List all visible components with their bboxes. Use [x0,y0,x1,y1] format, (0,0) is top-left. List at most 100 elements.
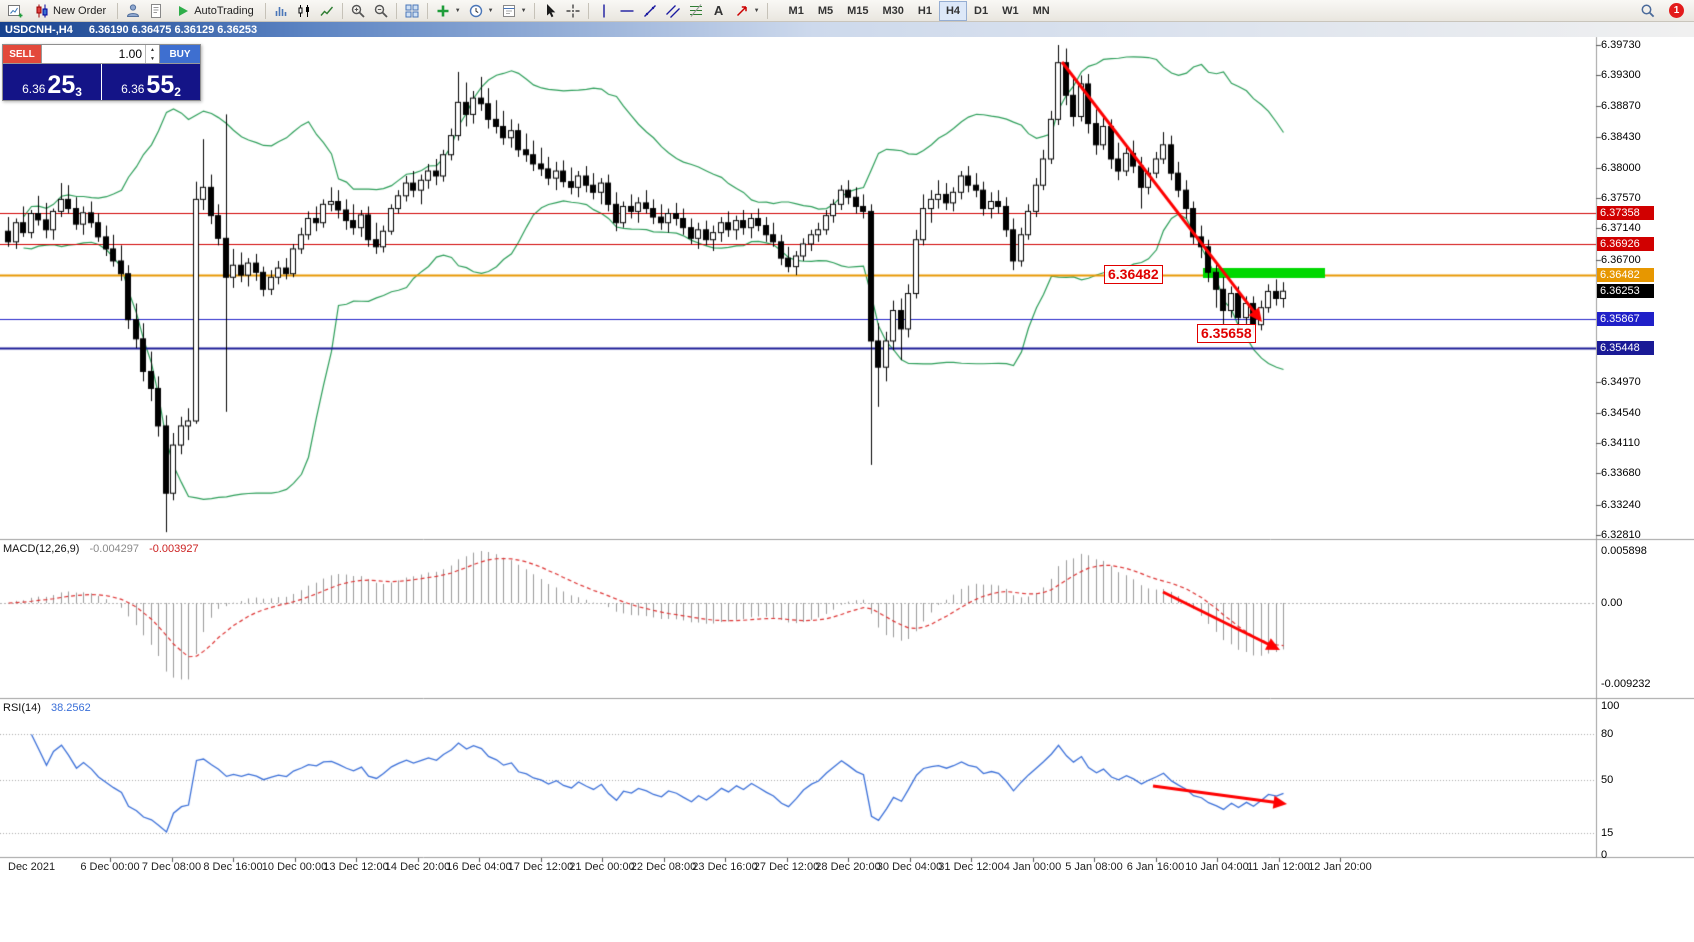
autotrading-button[interactable]: AutoTrading [168,1,261,21]
zoom-out-button[interactable] [370,1,392,21]
price-line-tag: 6.37358 [1597,205,1654,220]
timeframe-h1-button[interactable]: H1 [911,1,939,21]
timeframe-mn-button[interactable]: MN [1026,1,1057,21]
timeframe-h4-button[interactable]: H4 [938,0,968,21]
chart-symbol-title: USDCNH-,H4 [5,23,73,36]
new-chart-button[interactable] [4,1,26,21]
timeframe-w1-button[interactable]: W1 [995,1,1026,21]
candlestick-chart-icon [298,4,309,17]
crosshair-icon [566,4,580,17]
time-axis-label: 6 Dec 00:00 [80,861,140,873]
price-axis-label: 6.38430 [1601,131,1641,144]
trendline-button[interactable] [639,1,661,21]
horizontal-line-icon [620,9,634,12]
price-axis-label: 6.37570 [1601,191,1641,204]
price-axis-label: 6.38870 [1601,99,1641,112]
crosshair-button[interactable] [562,1,584,21]
price-axis-label: 6.34540 [1601,406,1641,419]
rsi-value: 38.2562 [50,702,91,714]
line-chart-icon [320,6,333,16]
time-axis-label: Dec 2021 [8,861,56,873]
periods-button[interactable]: ▼ [465,1,497,21]
timeframe-m30-button[interactable]: M30 [876,1,911,21]
macd-axis-label: -0.009232 [1601,678,1651,691]
buy-button[interactable]: BUY [160,45,200,63]
macd-axis-label: 0.005898 [1601,545,1647,557]
macd-label: MACD(12,26,9) [3,543,80,555]
line-chart-button[interactable] [316,1,338,21]
sell-price-big: 25 [47,71,76,99]
price-axis-label: 6.38000 [1601,161,1641,174]
zoom-in-button[interactable] [347,1,369,21]
volume-input[interactable]: 1.00 [118,47,142,61]
volume-field: 1.00 ▲ ▼ [41,45,160,63]
chevron-down-icon: ▼ [487,7,494,14]
new-order-button[interactable]: New Order [27,1,113,21]
search-button[interactable] [1637,1,1659,21]
cursor-icon [546,3,555,17]
horizontal-line-button[interactable] [616,1,638,21]
toolbar-separator [587,2,589,19]
scripts-button[interactable] [145,1,167,21]
volume-up-button[interactable]: ▲ [150,46,155,53]
clock-icon [469,4,482,17]
cursor-button[interactable] [539,1,561,21]
indicators-plus-icon [437,5,449,16]
sell-button[interactable]: SELL [3,45,41,63]
notification-badge[interactable]: 1 [1669,3,1684,18]
buy-price-prefix: 6.36 [121,82,145,96]
price-line-tag: 6.36926 [1597,236,1654,251]
autotrading-play-icon [179,5,189,16]
timeframe-m15-button[interactable]: M15 [840,1,875,21]
toolbar-right: 1 [1637,1,1690,21]
new-chart-icon [8,4,23,17]
channel-button[interactable] [662,1,684,21]
rsi-axis-label: 50 [1601,773,1614,786]
text-tool-icon: A [713,3,724,18]
text-tool-button[interactable]: A [708,1,730,21]
sell-price-button[interactable]: 6.36 25 3 [3,64,101,100]
scripts-icon [151,3,162,18]
vertical-line-button[interactable] [593,1,615,21]
toolbar-separator [395,2,397,19]
templates-button[interactable]: ▼ [498,1,530,21]
price-axis-label: 6.39300 [1601,69,1641,82]
bar-chart-button[interactable] [270,1,292,21]
price-axis-label: 6.36700 [1601,253,1641,266]
toolbar-separator [264,2,266,19]
tile-windows-icon [405,4,419,17]
volume-down-button[interactable]: ▼ [150,55,155,62]
price-axis-label: 6.37140 [1601,222,1641,235]
time-axis-label: 16 Dec 04:00 [446,861,512,873]
arrow-tool-icon [736,5,747,16]
arrows-tool-button[interactable]: ▼ [731,1,763,21]
expert-advisors-button[interactable] [122,1,144,21]
fibonacci-button[interactable] [685,1,707,21]
price-annotation-label[interactable]: 6.35658 [1197,324,1256,343]
indicators-button[interactable]: ▼ [432,1,464,21]
price-annotation-label[interactable]: 6.36482 [1104,265,1163,284]
time-axis-label: 22 Dec 08:00 [630,861,697,873]
buy-price-big: 55 [146,71,175,99]
candlestick-chart-button[interactable] [293,1,315,21]
time-axis-label: 27 Dec 12:00 [753,861,820,873]
timeframe-d1-button[interactable]: D1 [967,1,995,21]
toolbar-separator [766,2,768,19]
time-axis-label: 5 Jan 08:00 [1065,861,1123,873]
current-price-tag: 6.36253 [1597,284,1654,299]
price-line-tag: 6.36482 [1597,267,1654,282]
toolbar-separator [117,2,119,19]
chevron-down-icon: ▼ [753,7,760,14]
buy-price-button[interactable]: 6.36 55 2 [102,64,200,100]
price-line-tag: 6.35448 [1597,341,1654,356]
sell-price-sup: 3 [75,85,82,99]
timeframe-m5-button[interactable]: M5 [811,1,840,21]
toolbar: New Order AutoTrading [0,0,1694,22]
tile-windows-button[interactable] [401,1,423,21]
timeframe-m1-button[interactable]: M1 [782,1,811,21]
sell-price-prefix: 6.36 [22,82,46,96]
zoom-in-icon [351,4,365,18]
macd-signal-value: -0.003927 [149,543,199,555]
